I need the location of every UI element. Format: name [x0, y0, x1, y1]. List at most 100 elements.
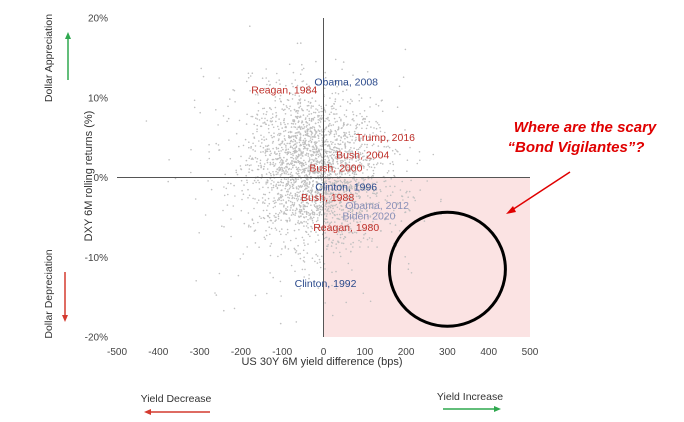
scatter-point	[352, 170, 354, 173]
scatter-point	[352, 195, 355, 198]
scatter-point	[339, 171, 341, 173]
scatter-point	[316, 189, 319, 191]
scatter-point	[237, 274, 240, 277]
scatter-point	[274, 205, 277, 208]
scatter-point	[384, 180, 387, 182]
scatter-point	[341, 193, 343, 196]
scatter-point	[334, 214, 336, 216]
scatter-point	[309, 135, 311, 138]
scatter-point	[270, 219, 273, 222]
scatter-point	[348, 226, 351, 228]
scatter-point	[294, 115, 297, 118]
scatter-point	[268, 216, 271, 219]
scatter-point	[327, 161, 329, 164]
scatter-point	[308, 195, 311, 197]
scatter-point	[343, 114, 346, 116]
scatter-point	[262, 122, 264, 124]
scatter-point	[303, 181, 306, 184]
scatter-point	[351, 164, 354, 167]
scatter-point	[372, 158, 375, 161]
scatter-point	[303, 126, 306, 128]
scatter-point	[342, 61, 345, 63]
scatter-point	[350, 185, 353, 187]
scatter-point	[284, 194, 287, 197]
scatter-point	[262, 186, 264, 189]
scatter-point	[282, 103, 285, 106]
scatter-point	[272, 171, 274, 173]
scatter-point	[200, 67, 202, 70]
scatter-point	[327, 244, 330, 246]
scatter-point	[290, 122, 293, 125]
scatter-point	[290, 264, 293, 267]
scatter-point	[340, 137, 343, 139]
scatter-point	[312, 150, 315, 153]
scatter-point	[295, 157, 297, 159]
scatter-point	[215, 294, 218, 296]
scatter-point	[305, 117, 307, 119]
scatter-point	[286, 153, 289, 156]
scatter-point	[316, 83, 319, 86]
scatter-point	[300, 108, 303, 110]
scatter-point	[270, 183, 272, 185]
scatter-point	[407, 268, 410, 271]
scatter-point	[308, 169, 311, 172]
scatter-point	[278, 152, 281, 155]
scatter-point	[275, 170, 277, 173]
scatter-point	[341, 172, 343, 174]
scatter-point	[289, 92, 292, 94]
scatter-point	[245, 123, 248, 125]
scatter-point	[352, 241, 355, 244]
scatter-point	[327, 140, 329, 143]
scatter-point	[366, 71, 369, 73]
scatter-point	[251, 72, 254, 74]
scatter-point	[349, 102, 351, 105]
scatter-point	[280, 180, 282, 183]
scatter-point	[306, 211, 308, 213]
scatter-point	[329, 131, 331, 134]
scatter-point	[275, 148, 278, 150]
scatter-point	[338, 156, 340, 159]
scatter-point	[297, 185, 300, 187]
scatter-point	[298, 162, 301, 165]
scatter-point	[332, 163, 334, 165]
scatter-point	[257, 221, 259, 224]
scatter-point	[332, 251, 335, 254]
scatter-point	[235, 171, 238, 174]
scatter-point	[345, 163, 348, 165]
scatter-point	[311, 184, 314, 187]
scatter-point	[298, 141, 301, 144]
scatter-point	[193, 99, 196, 102]
scatter-point	[286, 220, 289, 223]
scatter-point	[351, 213, 354, 215]
scatter-point	[278, 230, 281, 233]
scatter-point	[297, 221, 299, 224]
scatter-point	[335, 155, 337, 158]
scatter-point	[369, 136, 372, 139]
scatter-point	[363, 179, 365, 182]
scatter-point	[267, 87, 270, 89]
scatter-point	[310, 191, 313, 194]
scatter-point	[372, 202, 374, 204]
scatter-point	[369, 300, 372, 303]
scatter-point	[331, 205, 334, 208]
scatter-point	[346, 225, 349, 228]
scatter-point	[272, 163, 274, 166]
scatter-point	[289, 184, 291, 187]
scatter-point	[363, 155, 365, 157]
scatter-point	[375, 127, 378, 130]
scatter-point	[264, 199, 267, 201]
scatter-point	[348, 152, 350, 155]
scatter-point	[334, 92, 337, 94]
scatter-point	[275, 185, 278, 187]
scatter-point	[261, 142, 263, 144]
scatter-point	[314, 205, 316, 208]
x-tick-label: -300	[190, 347, 210, 358]
scatter-point	[393, 209, 395, 212]
scatter-point	[377, 145, 380, 147]
scatter-point	[306, 132, 309, 135]
scatter-point	[305, 120, 308, 123]
scatter-point	[271, 116, 274, 119]
scatter-point	[321, 209, 323, 211]
scatter-point	[321, 117, 323, 119]
scatter-point	[318, 104, 321, 107]
